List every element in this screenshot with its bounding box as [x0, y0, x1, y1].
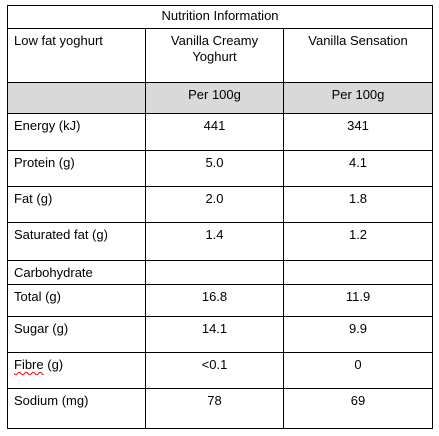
value-cell: 16.8 — [145, 284, 284, 317]
table-row: Fibre (g) <0.1 0 — [7, 352, 434, 389]
unit-cell: Per 100g — [282, 82, 434, 114]
column-header: Vanilla Sensation — [282, 28, 434, 83]
empty-cell — [7, 82, 146, 114]
value-cell: <0.1 — [145, 352, 284, 389]
row-label: Protein (g) — [7, 150, 146, 187]
row-label: Energy (kJ) — [7, 113, 146, 151]
empty-cell — [282, 260, 434, 285]
table-row: Total (g) 16.8 11.9 — [7, 284, 434, 317]
table-title: Nutrition Information — [6, 5, 434, 29]
value-cell: 11.9 — [282, 284, 434, 317]
value-cell: 1.2 — [282, 222, 434, 261]
table-row: Carbohydrate — [7, 260, 434, 285]
value-cell: 0 — [282, 352, 434, 389]
table-row: Per 100g Per 100g — [7, 82, 434, 114]
value-cell: 341 — [282, 113, 434, 151]
table-row: Protein (g) 5.0 4.1 — [7, 150, 434, 187]
value-cell: 9.9 — [282, 316, 434, 353]
table-row: Nutrition Information — [6, 5, 434, 29]
value-cell: 441 — [145, 113, 284, 151]
row-label: Sodium (mg) — [7, 388, 146, 429]
column-header: Low fat yoghurt — [7, 28, 146, 83]
value-cell: 69 — [282, 388, 434, 429]
row-label: Fat (g) — [7, 186, 146, 223]
row-label: Saturated fat (g) — [7, 222, 146, 261]
table-row: Energy (kJ) 441 341 — [7, 113, 434, 151]
row-label: Sugar (g) — [7, 316, 146, 353]
value-cell: 2.0 — [145, 186, 284, 223]
spellcheck-word: Fibre — [14, 357, 44, 372]
value-cell: 4.1 — [282, 150, 434, 187]
row-label: Total (g) — [7, 284, 146, 317]
column-header: Vanilla Creamy Yoghurt — [145, 28, 284, 83]
unit-cell: Per 100g — [145, 82, 284, 114]
value-cell: 1.4 — [145, 222, 284, 261]
value-cell: 78 — [145, 388, 284, 429]
value-cell: 5.0 — [145, 150, 284, 187]
nutrition-table: Nutrition Information Low fat yoghurt Vani… — [6, 5, 434, 429]
value-cell: 14.1 — [145, 316, 284, 353]
table-row: Sugar (g) 14.1 9.9 — [7, 316, 434, 353]
empty-cell — [145, 260, 284, 285]
value-cell: 1.8 — [282, 186, 434, 223]
row-label: Carbohydrate — [7, 260, 146, 285]
table-row: Fat (g) 2.0 1.8 — [7, 186, 434, 223]
table-row: Saturated fat (g) 1.4 1.2 — [7, 222, 434, 261]
table-row: Low fat yoghurt Vanilla Creamy Yoghurt Van… — [7, 28, 434, 83]
row-label: Fibre (g) — [7, 352, 146, 389]
table-row: Sodium (mg) 78 69 — [7, 388, 434, 429]
